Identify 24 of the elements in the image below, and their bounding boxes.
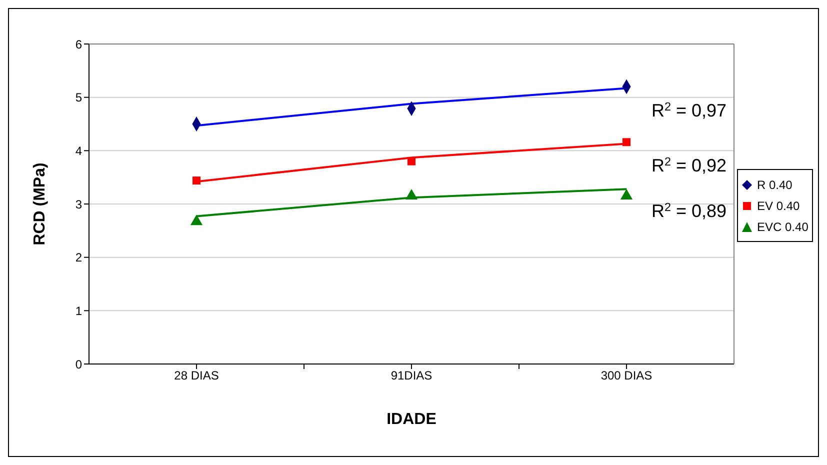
annotation: R$^{2}$ = 0,97 xyxy=(651,100,726,120)
x-tick-label: 28 DIAS xyxy=(174,368,219,383)
point xyxy=(190,214,203,226)
point xyxy=(620,188,633,200)
y-tick-label: 1 xyxy=(75,304,82,318)
x-axis-title: IDADE xyxy=(386,411,437,428)
y-tick-label: 5 xyxy=(75,90,82,105)
y-tick-label: 4 xyxy=(75,144,82,158)
x-tick-label: 300 DIAS xyxy=(600,368,652,383)
point xyxy=(192,176,200,185)
y-tick-label: 3 xyxy=(75,197,82,212)
point xyxy=(622,138,630,146)
y-tick-label: 6 xyxy=(75,37,82,52)
point xyxy=(408,157,416,166)
legend-label: R 0.40 xyxy=(757,178,792,192)
y-axis-title: RCD (MPa) xyxy=(32,162,49,246)
y-tick-label: 0 xyxy=(75,357,82,372)
x-tick-label: 91DIAS xyxy=(390,368,432,383)
y-tick-label: 2 xyxy=(75,250,82,265)
legend-label: EV 0.40 xyxy=(757,198,800,212)
annotation: R$^{2}$ = 0,92 xyxy=(651,155,726,176)
legend-label: EVC 0.40 xyxy=(757,220,808,234)
annotation: R$^{2}$ = 0,89 xyxy=(651,200,726,222)
point xyxy=(405,188,418,200)
